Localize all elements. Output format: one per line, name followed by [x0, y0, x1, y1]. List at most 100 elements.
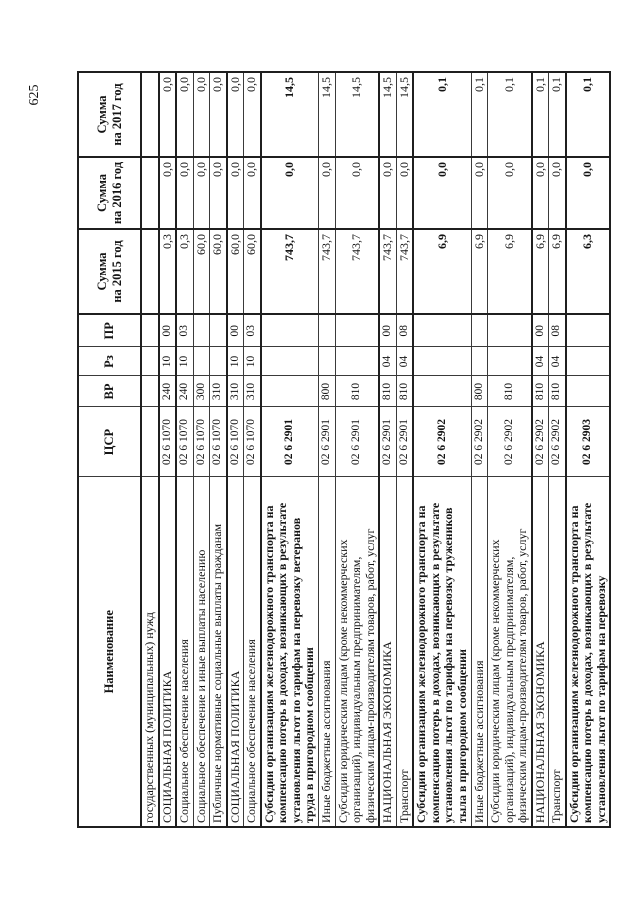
cell-name: Публичные нормативные социальные выплаты…: [209, 477, 227, 827]
cell-rz: 04: [379, 347, 396, 376]
cell-sum-2017: 0,0: [209, 72, 227, 157]
cell-vr: 310: [243, 376, 261, 407]
cell-sum-2016: 0,0: [396, 157, 413, 229]
cell-sum-2015: 6,9: [413, 229, 471, 314]
cell-pr: [318, 314, 335, 347]
cell-csr: [141, 407, 159, 477]
cell-sum-2016: [141, 157, 159, 229]
header-sum-2015-line2: на 2015 год: [109, 240, 124, 303]
cell-rz: 04: [548, 347, 566, 376]
cell-vr: 800: [318, 376, 335, 407]
cell-name: Субсидии организациям железнодорожного т…: [565, 477, 610, 827]
cell-sum-2015: 60,0: [226, 229, 244, 314]
cell-csr: 02 6 2902: [548, 407, 566, 477]
cell-pr: 00: [226, 314, 244, 347]
header-cell-vr: ВР: [78, 376, 141, 407]
header-cell-rz: Рз: [78, 347, 141, 376]
table-row: Субсидии юридическим лицам (кроме некомм…: [487, 72, 532, 827]
header-cell-sum-2017: Сумма на 2017 год: [78, 72, 141, 157]
cell-pr: [413, 314, 471, 347]
cell-sum-2017: 14,5: [335, 72, 379, 157]
cell-pr: [335, 314, 379, 347]
cell-csr: 02 6 2902: [531, 407, 549, 477]
cell-name: Социальное обеспечение населения: [243, 477, 261, 827]
header-cell-pr: ПР: [78, 314, 141, 347]
cell-sum-2015: [141, 229, 159, 314]
table-row: Социальное обеспечение населения 02 6 10…: [176, 72, 193, 827]
cell-pr: 08: [396, 314, 413, 347]
cell-name: Субсидии организациям железнодорожного т…: [413, 477, 471, 827]
cell-csr: 02 6 2902: [413, 407, 471, 477]
cell-rz: 10: [243, 347, 261, 376]
table-row: СОЦИАЛЬНАЯ ПОЛИТИКА 02 6 1070 310 10 00 …: [226, 72, 244, 827]
cell-csr: 02 6 2902: [487, 407, 532, 477]
cell-sum-2017: 0,0: [193, 72, 210, 157]
cell-rz: 04: [531, 347, 549, 376]
table-row: государственных (муниципальных) нужд: [141, 72, 159, 827]
cell-sum-2017: 0,0: [243, 72, 261, 157]
cell-csr: 02 6 1070: [193, 407, 210, 477]
table-row: СОЦИАЛЬНАЯ ПОЛИТИКА 02 6 1070 240 10 00 …: [158, 72, 176, 827]
cell-sum-2016: 0,0: [193, 157, 210, 229]
cell-sum-2015: 6,3: [565, 229, 610, 314]
cell-name: государственных (муниципальных) нужд: [141, 477, 159, 827]
cell-pr: 08: [548, 314, 566, 347]
cell-vr: 810: [379, 376, 396, 407]
cell-vr: [260, 376, 319, 407]
cell-pr: [193, 314, 210, 347]
rotated-table-container: Наименование ЦСР ВР Рз ПР Сумма на 2015 …: [77, 71, 611, 828]
cell-sum-2016: 0,0: [176, 157, 193, 229]
header-cell-sum-2016: Сумма на 2016 год: [78, 157, 141, 229]
cell-sum-2015: 743,7: [396, 229, 413, 314]
cell-name: Транспорт: [548, 477, 566, 827]
table-row: НАЦИОНАЛЬНАЯ ЭКОНОМИКА 02 6 2901 810 04 …: [379, 72, 396, 827]
cell-rz: [335, 347, 379, 376]
cell-sum-2016: 0,0: [413, 157, 471, 229]
cell-sum-2016: 0,0: [226, 157, 244, 229]
cell-vr: 240: [176, 376, 193, 407]
cell-vr: 810: [548, 376, 566, 407]
header-sum-2016-line2: на 2016 год: [109, 161, 124, 225]
cell-rz: 10: [226, 347, 244, 376]
cell-csr: 02 6 1070: [209, 407, 227, 477]
cell-sum-2015: 743,7: [318, 229, 335, 314]
cell-name: Субсидии юридическим лицам (кроме некомм…: [487, 477, 532, 827]
cell-rz: 04: [396, 347, 413, 376]
cell-sum-2015: 743,7: [335, 229, 379, 314]
cell-rz: [193, 347, 210, 376]
cell-sum-2015: 0,3: [158, 229, 176, 314]
cell-sum-2016: 0,0: [209, 157, 227, 229]
table-row: Субсидии организациям железнодорожного т…: [260, 72, 319, 827]
cell-csr: 02 6 2901: [379, 407, 396, 477]
cell-sum-2016: 0,0: [531, 157, 549, 229]
cell-pr: [209, 314, 227, 347]
cell-rz: [471, 347, 488, 376]
cell-name: Иные бюджетные ассигнования: [471, 477, 488, 827]
cell-sum-2016: 0,0: [243, 157, 261, 229]
cell-csr: 02 6 1070: [158, 407, 176, 477]
cell-vr: [141, 376, 159, 407]
cell-rz: [141, 347, 159, 376]
cell-vr: 310: [226, 376, 244, 407]
cell-name: Субсидии организациям железнодорожного т…: [260, 477, 319, 827]
cell-csr: 02 6 2901: [335, 407, 379, 477]
header-cell-name: Наименование: [78, 477, 141, 827]
cell-sum-2016: 0,0: [335, 157, 379, 229]
cell-pr: 00: [531, 314, 549, 347]
cell-vr: 310: [209, 376, 227, 407]
cell-sum-2015: 6,9: [487, 229, 532, 314]
cell-pr: 00: [379, 314, 396, 347]
page-number: 625: [27, 84, 42, 106]
header-cell-csr: ЦСР: [78, 407, 141, 477]
cell-csr: 02 6 2901: [260, 407, 319, 477]
header-cell-sum-2015: Сумма на 2015 год: [78, 229, 141, 314]
header-row: Наименование ЦСР ВР Рз ПР Сумма на 2015 …: [78, 72, 141, 827]
cell-sum-2015: 60,0: [193, 229, 210, 314]
cell-name: Субсидии юридическим лицам (кроме некомм…: [335, 477, 379, 827]
cell-sum-2015: 743,7: [379, 229, 396, 314]
cell-vr: 810: [396, 376, 413, 407]
cell-sum-2016: 0,0: [471, 157, 488, 229]
cell-name: Социальное обеспечение и иные выплаты на…: [193, 477, 210, 827]
cell-sum-2015: 0,3: [176, 229, 193, 314]
